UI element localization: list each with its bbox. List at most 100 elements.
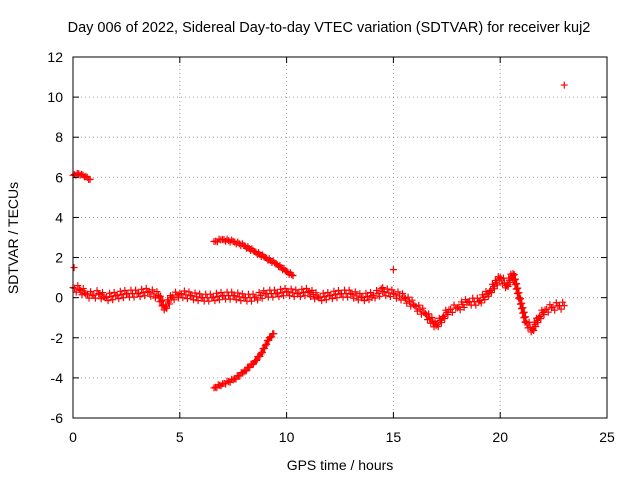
data-point <box>205 297 213 305</box>
data-point <box>319 289 327 297</box>
data-point <box>287 285 295 293</box>
data-point <box>351 288 359 296</box>
data-point <box>280 292 288 300</box>
data-point <box>209 293 217 301</box>
plot-frame <box>72 56 608 419</box>
y-tick-label: 12 <box>47 49 63 65</box>
data-point <box>334 286 342 294</box>
data-point <box>278 289 286 297</box>
data-point <box>301 292 309 300</box>
data-point <box>135 289 143 297</box>
y-tick-label: 10 <box>47 89 63 105</box>
data-point <box>234 289 242 297</box>
data-point <box>444 311 452 319</box>
data-point <box>288 271 296 279</box>
x-tick-label: 25 <box>599 429 615 445</box>
data-point <box>504 282 512 290</box>
data-point <box>362 289 370 297</box>
data-point <box>113 291 121 299</box>
data-point <box>253 356 261 364</box>
data-point <box>276 285 284 293</box>
data-point <box>404 293 412 301</box>
data-point <box>490 285 498 293</box>
data-point <box>448 308 456 316</box>
data-point <box>91 294 99 302</box>
data-point <box>344 293 352 301</box>
data-point <box>215 296 223 304</box>
data-point <box>257 350 265 358</box>
data-point <box>269 293 277 301</box>
data-point <box>170 296 178 304</box>
data-point <box>185 288 193 296</box>
data-point <box>163 304 171 312</box>
data-point <box>180 287 188 295</box>
y-tick-label: -2 <box>51 330 64 346</box>
data-point <box>551 306 559 314</box>
data-point <box>359 293 367 301</box>
data-point <box>540 311 548 319</box>
data-point <box>121 286 129 294</box>
data-point <box>493 281 501 289</box>
data-point <box>394 288 402 296</box>
data-point <box>270 286 278 294</box>
data-point <box>552 299 560 307</box>
data-point <box>425 310 433 318</box>
data-point <box>165 300 173 308</box>
data-point <box>345 286 353 294</box>
data-point <box>225 237 233 245</box>
data-point <box>304 288 312 296</box>
data-point <box>399 290 407 298</box>
data-point <box>261 342 269 350</box>
data-point <box>248 297 256 305</box>
data-point <box>543 305 551 313</box>
data-point <box>142 284 150 292</box>
data-point <box>223 377 231 385</box>
data-point <box>157 292 165 300</box>
data-point <box>119 294 127 302</box>
y-axis-label: SDTVAR / TECUs <box>5 182 21 294</box>
grid <box>73 57 607 418</box>
y-tick-label: -6 <box>51 410 64 426</box>
data-point <box>281 284 289 292</box>
data-point <box>258 294 266 302</box>
data-point <box>308 286 316 294</box>
data-point <box>90 291 98 299</box>
data-point <box>559 298 567 306</box>
data-point <box>292 286 300 294</box>
data-point <box>103 293 111 301</box>
data-point <box>302 284 310 292</box>
data-points <box>69 81 568 392</box>
data-point <box>212 289 220 297</box>
data-point <box>295 289 303 297</box>
data-point <box>289 272 297 280</box>
data-point <box>228 288 236 296</box>
data-point <box>270 330 278 338</box>
data-point <box>214 293 222 301</box>
data-point <box>104 297 112 305</box>
data-point <box>456 306 464 314</box>
data-point <box>376 292 384 300</box>
x-tick-label: 5 <box>176 429 184 445</box>
data-point <box>95 290 103 298</box>
data-point <box>98 289 106 297</box>
data-point <box>217 288 225 296</box>
data-point <box>273 289 281 297</box>
data-point <box>141 292 149 300</box>
data-point <box>356 290 364 298</box>
data-point <box>275 293 283 301</box>
data-point <box>296 293 304 301</box>
data-point <box>318 297 326 305</box>
data-point <box>107 293 115 301</box>
data-point <box>70 264 78 272</box>
data-point <box>532 323 540 331</box>
data-point <box>428 313 436 321</box>
data-point <box>415 301 423 309</box>
data-point <box>437 319 445 327</box>
data-point <box>481 296 489 304</box>
x-tick-label: 20 <box>492 429 508 445</box>
data-point <box>389 266 397 274</box>
data-point <box>116 287 124 295</box>
y-tick-label: 4 <box>55 209 63 225</box>
